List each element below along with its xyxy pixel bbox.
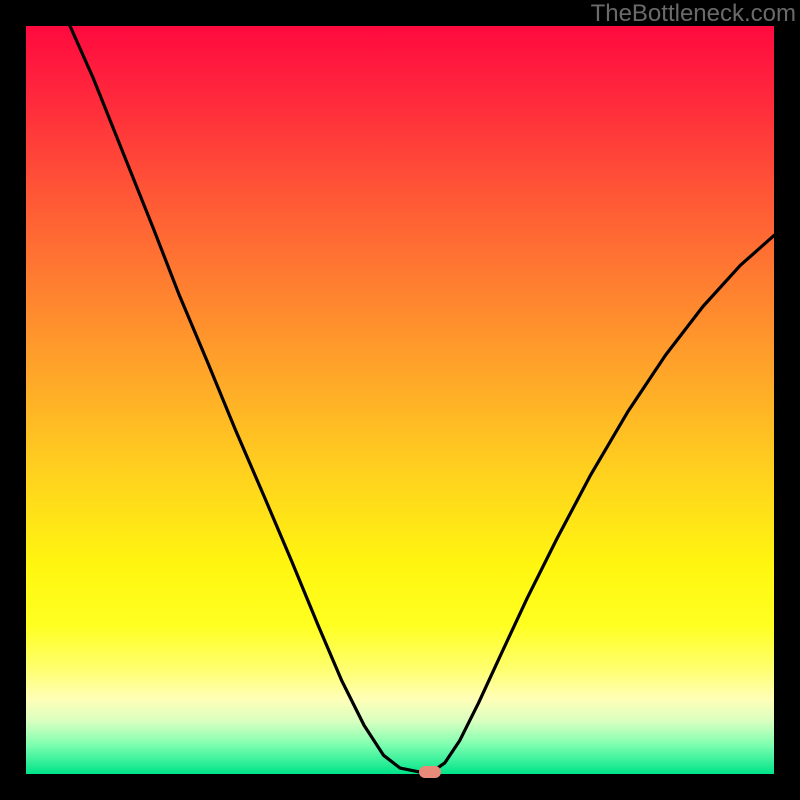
minimum-marker — [419, 766, 441, 778]
watermark-text: TheBottleneck.com — [591, 0, 796, 28]
curve-path — [63, 11, 774, 772]
plot-frame — [26, 26, 774, 774]
bottleneck-curve — [26, 26, 774, 774]
chart-container: TheBottleneck.com — [0, 0, 800, 800]
